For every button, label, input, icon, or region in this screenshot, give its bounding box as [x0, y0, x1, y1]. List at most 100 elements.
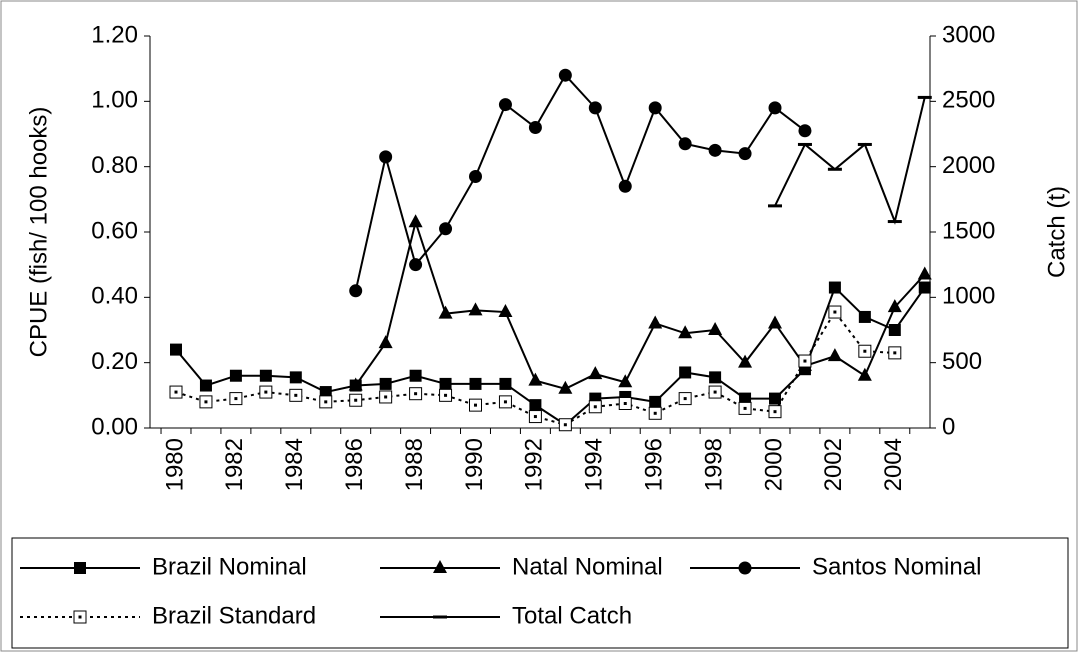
y2-tick-label: 500	[942, 348, 982, 375]
y2-tick-label: 3000	[942, 21, 995, 48]
data-point	[768, 204, 782, 208]
legend-box	[11, 537, 1069, 649]
data-point	[379, 377, 392, 390]
x-tick-label: 1988	[401, 438, 428, 491]
data-point	[498, 304, 513, 318]
y-tick-label: 0.60	[91, 217, 138, 244]
y-tick-label: 0.80	[91, 152, 138, 179]
data-point	[528, 120, 542, 134]
data-point	[887, 299, 902, 313]
data-point	[738, 354, 753, 368]
data-point-dot	[563, 423, 567, 427]
x-tick-label: 1992	[521, 438, 548, 491]
legend-label: Santos Nominal	[812, 553, 981, 580]
data-point	[709, 371, 722, 384]
data-point	[768, 101, 782, 115]
data-point	[378, 335, 393, 349]
y2-tick-label: 0	[942, 413, 955, 440]
y2-tick-label: 2500	[942, 87, 995, 114]
data-point-dot	[683, 397, 687, 401]
data-point-dot	[503, 400, 507, 404]
data-point	[438, 305, 453, 319]
data-point	[348, 377, 363, 391]
data-point	[858, 310, 871, 323]
x-tick-label: 1998	[700, 438, 727, 491]
x-tick-label: 1996	[641, 438, 668, 491]
series-line	[354, 73, 806, 292]
data-point-dot	[294, 393, 298, 397]
x-tick-label: 2000	[760, 438, 787, 491]
data-point	[739, 392, 752, 405]
y2-tick-label: 2000	[942, 152, 995, 179]
data-point	[798, 124, 812, 138]
x-tick-label: 1994	[581, 438, 608, 491]
y2-axis-label: Catch (t)	[1043, 186, 1070, 278]
data-point-dot	[384, 395, 388, 399]
data-point-dot	[264, 390, 268, 394]
legend-label: Total Catch	[512, 602, 632, 629]
data-point	[797, 142, 812, 146]
data-point	[379, 150, 393, 164]
data-point	[229, 369, 242, 382]
data-point-dot	[444, 393, 448, 397]
y-tick-label: 1.00	[91, 87, 138, 114]
y2-tick-label: 1000	[942, 283, 995, 310]
data-point	[469, 169, 482, 183]
data-point	[499, 377, 512, 390]
data-point-dot	[713, 390, 717, 394]
data-point	[857, 142, 872, 146]
data-point	[199, 379, 212, 392]
data-point	[828, 281, 841, 294]
series-line	[175, 285, 926, 426]
data-point	[648, 315, 663, 329]
data-point	[588, 101, 602, 115]
data-point	[529, 399, 542, 412]
series-line	[774, 97, 926, 225]
data-point	[498, 98, 512, 112]
y-tick-label: 0.40	[91, 283, 138, 310]
data-point	[917, 266, 932, 280]
data-point	[708, 322, 723, 335]
legend-label: Brazil Standard	[152, 602, 316, 629]
data-point	[319, 386, 332, 399]
legend-marker	[433, 560, 447, 573]
data-point-dot	[234, 397, 238, 401]
data-point	[558, 380, 573, 394]
data-point	[827, 167, 842, 171]
data-point	[259, 369, 272, 382]
data-point	[349, 284, 363, 298]
data-point	[528, 372, 543, 386]
legend-marker	[738, 561, 752, 575]
data-point	[768, 315, 782, 329]
data-point	[857, 367, 872, 381]
data-point	[678, 137, 692, 151]
data-point-dot	[773, 410, 777, 414]
legend-label: Brazil Nominal	[152, 553, 307, 580]
legend-marker	[433, 615, 447, 619]
x-tick-label: 1990	[461, 438, 488, 491]
y-tick-label: 0.00	[91, 413, 138, 440]
data-point	[439, 222, 453, 236]
data-point-dot	[593, 405, 597, 409]
data-point	[827, 348, 842, 362]
series-line	[354, 218, 926, 390]
data-point-dot	[893, 351, 897, 355]
data-point-dot	[474, 403, 477, 407]
data-point	[469, 377, 482, 390]
data-point-dot	[324, 400, 328, 404]
x-tick-label: 2004	[880, 438, 907, 491]
data-point	[558, 68, 572, 82]
data-point	[678, 325, 693, 339]
legend-marker-dot	[78, 615, 82, 619]
legend-marker	[74, 562, 86, 574]
data-point-dot	[623, 402, 627, 405]
data-point	[887, 220, 902, 224]
data-point-dot	[533, 415, 537, 419]
data-point-dot	[863, 349, 867, 353]
data-point	[170, 343, 182, 356]
data-point	[769, 392, 781, 405]
x-tick-label: 2002	[820, 438, 847, 491]
data-point	[409, 369, 422, 382]
